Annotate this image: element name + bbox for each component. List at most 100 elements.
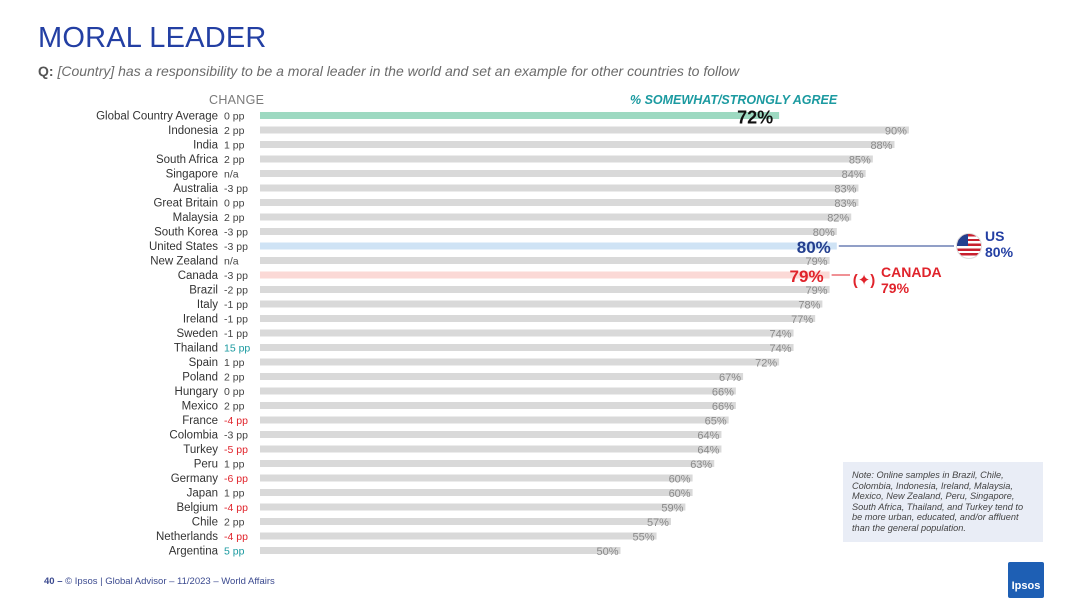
data-label: 50% [596,546,618,558]
category-label: Turkey [183,444,218,456]
bar [260,126,909,134]
change-label: -1 pp [224,314,248,326]
change-label: -3 pp [224,183,248,195]
category-label: New Zealand [150,256,218,268]
footer: 40 – © Ipsos | Global Advisor – 11/2023 … [44,576,275,587]
bar [260,170,866,177]
bar [260,184,859,192]
change-label: -5 pp [224,444,248,456]
data-label: 82% [827,213,849,225]
category-label: Thailand [174,343,218,355]
data-label: 63% [690,459,712,471]
bar [260,242,837,250]
bar [260,141,895,148]
us-callout: US 80% [985,228,1013,260]
data-label: 59% [661,503,683,515]
change-column-header: CHANGE [209,93,265,107]
bar [260,474,693,482]
bar [260,358,780,366]
category-label: Spain [189,357,218,369]
category-label: Chile [192,517,218,529]
canada-callout: CANADA 79% [881,264,942,296]
bar [260,344,794,351]
change-label: -3 pp [224,227,248,239]
us-callout-name: US [985,228,1005,244]
change-label: n/a [224,169,239,181]
bar [260,460,715,467]
change-label: 0 pp [224,386,245,398]
category-label: Mexico [182,401,218,413]
bar [260,489,693,496]
data-label: 66% [712,387,734,399]
change-label: 1 pp [224,357,245,369]
change-label: 5 pp [224,546,245,558]
category-label: South Korea [154,227,219,239]
change-label: 1 pp [224,488,245,500]
data-label: 72% [737,108,773,128]
bar [260,213,852,221]
bar [260,329,794,337]
bar [260,315,816,322]
category-label: Ireland [183,314,218,326]
change-label: -1 pp [224,299,248,311]
data-label: 90% [885,126,907,138]
change-label: -4 pp [224,415,248,427]
data-label: 55% [633,532,655,544]
category-label: Poland [182,372,218,384]
bar [260,387,736,395]
data-label: 83% [834,184,856,196]
data-label: 57% [647,517,669,529]
bar [260,112,780,119]
data-label: 64% [697,445,719,457]
change-label: 1 pp [224,459,245,471]
methodology-note: Note: Online samples in Brazil, Chile, C… [843,462,1043,542]
canada-flag-icon: (✦) [852,272,876,289]
change-label: 15 pp [224,343,250,355]
change-label: 2 pp [224,212,245,224]
bar [260,518,671,525]
category-label: Singapore [166,169,218,181]
data-label: 83% [834,198,856,210]
bar [260,445,722,453]
category-label: Sweden [176,328,218,340]
bar [260,286,830,293]
data-label: 60% [669,474,691,486]
change-label: 1 pp [224,140,245,152]
bar [260,416,729,424]
bar [260,503,686,511]
change-label: -4 pp [224,502,248,514]
change-label: -3 pp [224,270,248,282]
canada-callout-value: 79% [881,279,910,296]
category-label: Japan [187,488,218,500]
category-label: Netherlands [156,531,218,543]
category-label: South Africa [156,154,219,166]
data-label: 60% [669,488,691,500]
bar [260,431,722,438]
data-label: 67% [719,372,741,384]
bar [260,547,621,554]
category-label: Belgium [176,502,218,514]
data-label: 64% [697,430,719,442]
data-label: 88% [870,140,892,152]
change-label: -6 pp [224,473,248,485]
change-label: 2 pp [224,401,245,413]
change-label: -4 pp [224,531,248,543]
category-label: Germany [171,473,219,485]
category-label: Canada [178,270,219,282]
change-label: 2 pp [224,372,245,384]
category-label: France [182,415,218,427]
bar [260,300,823,308]
change-label: n/a [224,256,239,268]
change-label: 2 pp [224,517,245,529]
data-label: 72% [755,358,777,370]
category-label: Argentina [169,546,219,558]
data-label: 79% [806,256,828,268]
bar [260,532,657,540]
us-flag-icon [956,233,982,259]
category-label: Brazil [189,285,218,297]
change-label: 2 pp [224,125,245,137]
data-label: 80% [797,238,831,257]
question-text: [Country] has a responsibility to be a m… [57,63,740,79]
change-label: -1 pp [224,328,248,340]
